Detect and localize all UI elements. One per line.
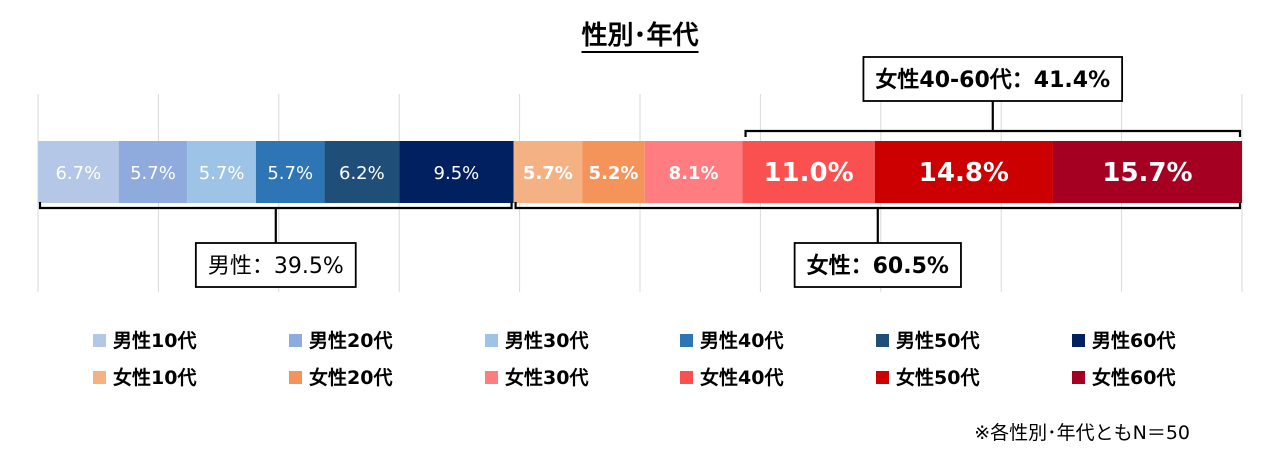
stacked-bar [38,141,1242,203]
segment-value-label: 15.7% [1102,158,1192,188]
legend-label: 男性30代 [505,329,588,352]
bar-segment-12 [1052,141,1242,203]
legend-swatch [1072,334,1085,347]
segment-labels: 6.7% 5.7% 5.7% 5.7% 6.2% 9.5% 5.7% 5.2% 8.1% 11.0… [55,158,1192,188]
legend-swatch [876,334,889,347]
legend-swatch [876,371,889,384]
bar-segment-11 [874,141,1053,203]
legend-swatch [680,334,693,347]
segment-value-label: 6.2% [339,163,385,184]
segment-value-label: 11.0% [763,158,853,188]
annotation-female-40-60: 女性40-60代：41.4% [875,67,1110,93]
legend-label: 男性60代 [1092,329,1175,352]
legend-label: 女性30代 [505,366,588,389]
legend-label: 女性60代 [1092,366,1175,389]
legend-label: 男性20代 [309,329,392,352]
segment-value-label: 9.5% [434,163,480,184]
bar-segment-6 [399,141,514,203]
bracket-male-total [38,202,513,243]
annotation-male-total: 男性：39.5% [208,254,344,279]
legend-label: 男性50代 [896,329,979,352]
bar-segment-8 [582,141,645,203]
chart-title: 性別･年代 [581,20,698,51]
bar-segment-7 [513,141,583,203]
annotation-box-female-total [793,242,962,288]
segment-value-label: 5.7% [199,163,245,184]
bar-segment-2 [118,141,188,203]
segment-value-label: 14.8% [919,158,1009,188]
legend-label: 女性10代 [113,366,196,389]
legend-swatch [680,371,693,384]
segment-value-label: 8.1% [669,163,719,184]
bar-segment-1 [38,141,119,203]
bracket-female-total [514,202,1242,243]
bracket-female-40-60 [744,101,1242,137]
annotation-female-total: 女性：60.5% [807,253,949,279]
bar-segment-3 [187,141,256,203]
legend-swatch [93,334,106,347]
sample-size-note: ※各性別･年代ともN＝50 [974,422,1190,444]
legend-label: 女性20代 [309,366,392,389]
legend-swatch [93,371,106,384]
annotation-box-female-40-60 [862,56,1124,102]
legend-label: 男性40代 [700,329,783,352]
segment-value-label: 6.7% [55,163,101,184]
legend-label: 男性10代 [113,329,196,352]
segment-value-label: 5.7% [130,163,176,184]
bar-segment-9 [644,141,743,203]
annotation-box-male-total [194,242,357,288]
segment-value-label: 5.7% [523,163,573,184]
legend-label: 女性40代 [700,366,783,389]
annotations: 男性：39.5% 女性：60.5% 女性40-60代：41.4% [38,56,1242,288]
legend-swatch [485,334,498,347]
bar-segment-10 [742,141,875,203]
segment-value-label: 5.7% [267,163,313,184]
segment-value-label: 5.2% [589,163,639,184]
bar-segment-5 [324,141,400,203]
legend-swatch [289,371,302,384]
bar-segment-4 [255,141,325,203]
legend-swatch [289,334,302,347]
legend-swatch [485,371,498,384]
legend-label: 女性50代 [896,366,979,389]
legend-swatch [1072,371,1085,384]
